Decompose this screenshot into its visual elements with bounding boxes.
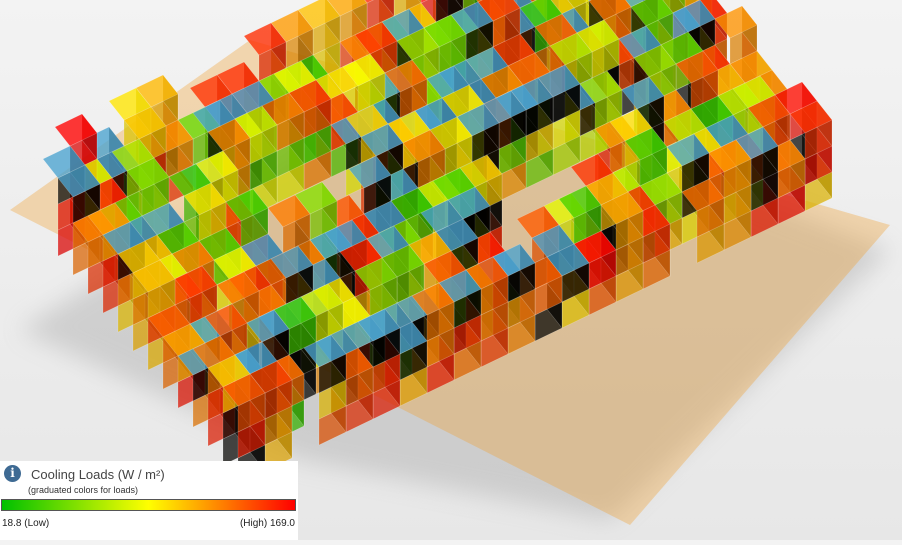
room-face-top: [231, 80, 275, 114]
room-face-top: [573, 230, 617, 264]
legend-low-label: 18.8 (Low): [2, 518, 50, 529]
color-gradient-bar: [1, 499, 296, 511]
room-face-top: [249, 360, 293, 394]
room-face-top: [303, 334, 347, 368]
room-face-top: [492, 243, 536, 277]
room-face-top: [587, 0, 592, 2]
room-face-top: [222, 373, 266, 407]
room-face-top: [621, 76, 665, 110]
room-face-top: [300, 283, 344, 317]
legend-panel: i Cooling Loads (W / m²) (graduated colo…: [0, 461, 298, 540]
room-face-top: [465, 256, 509, 290]
room-face-top: [207, 118, 251, 152]
room-face-top: [123, 106, 167, 140]
room-face-top: [396, 27, 440, 61]
room-face-top: [216, 271, 260, 305]
room-face-top: [600, 191, 644, 225]
room-face-top: [549, 32, 593, 66]
room-face-top: [54, 113, 98, 147]
room-face-top: [411, 282, 455, 316]
legend-title: Cooling Loads (W / m²): [31, 467, 165, 482]
room-face-side: [418, 0, 422, 4]
room-face-top: [267, 194, 311, 228]
room-face-top: [364, 0, 374, 4]
room-face-top: [483, 90, 527, 124]
room-face-top: [135, 74, 179, 108]
room-face-top: [246, 309, 290, 343]
room-face-top: [243, 22, 287, 56]
room-face-top: [681, 178, 725, 212]
room-face-top: [675, 50, 719, 84]
room-face-top: [297, 0, 341, 30]
room-face-top: [789, 100, 833, 134]
room-face-top: [546, 243, 590, 277]
room-face-top: [402, 129, 446, 163]
room-face-side: [455, 0, 464, 10]
room-face-top: [348, 155, 392, 189]
room-face-side: [679, 0, 686, 8]
legend-subtitle: (graduated colors for loads): [28, 485, 139, 495]
room-face-top: [357, 308, 401, 342]
room-face-top: [57, 164, 101, 198]
room-face-top: [708, 139, 752, 173]
room-face-top: [354, 257, 398, 291]
room-face-top: [476, 0, 483, 3]
room-face-top: [507, 52, 551, 86]
room-face-side: [380, 0, 395, 17]
room-face-top: [270, 245, 314, 279]
room-face-top: [510, 77, 554, 111]
room-face-top: [261, 92, 305, 126]
legend-high-label: (High) 169.0: [239, 518, 295, 529]
info-icon[interactable]: i: [4, 465, 21, 482]
room-face-top: [714, 5, 758, 39]
room-face-top: [438, 269, 482, 303]
room-face-top: [273, 296, 317, 330]
room-face-top: [450, 1, 494, 35]
room-face-top: [288, 79, 332, 113]
